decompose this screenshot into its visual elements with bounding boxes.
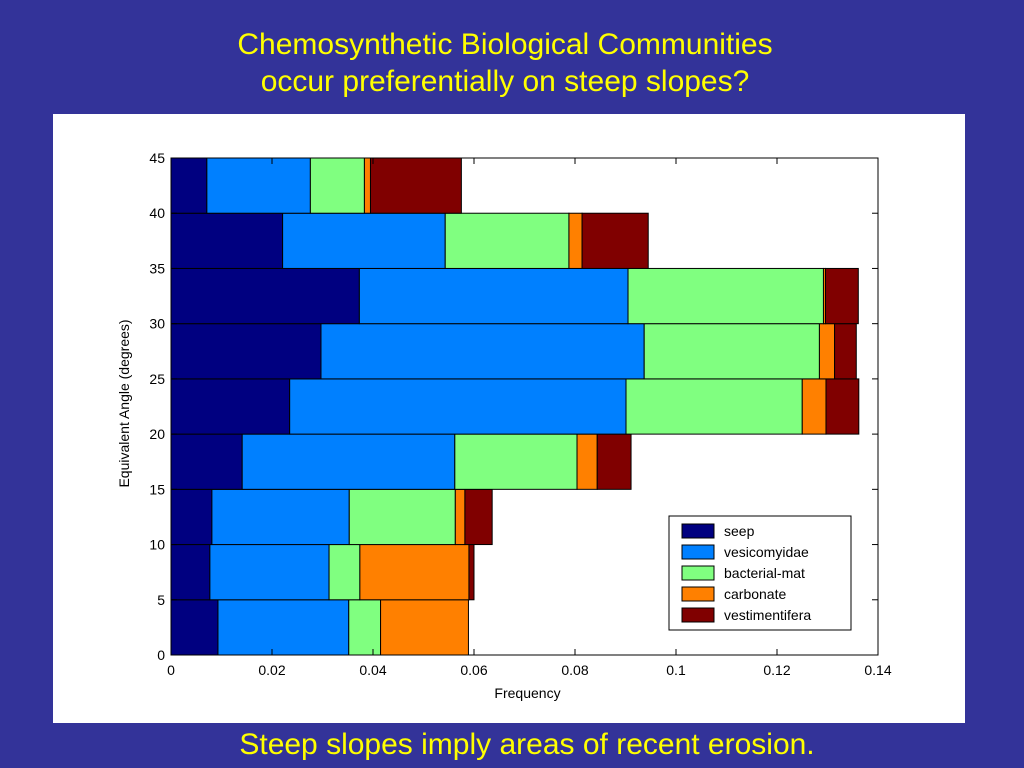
y-tick-label: 15 [149, 481, 165, 497]
bar-vestimentifera-20-25 [825, 378, 860, 435]
stacked-bar-chart: 0 0.02 0.04 0.06 0.08 0.1 0.12 0.14 0 5 10 15 20 25 30… [116, 150, 892, 701]
bar-bacterial-mat-40-45 [309, 157, 365, 214]
x-tick-label: 0.02 [258, 662, 285, 678]
bar-carbonate-40-45 [363, 157, 371, 214]
title-line-1: Chemosynthetic Biological Communities [237, 28, 773, 61]
bar-carbonate-25-30 [818, 323, 836, 380]
bar-bacterial-mat-25-30 [643, 323, 820, 380]
bar-bacterial-mat-10-15 [348, 488, 456, 546]
bar-seep-30-35 [170, 267, 360, 325]
bar-carbonate-0-5 [380, 599, 469, 656]
x-tick-label: 0.08 [561, 662, 588, 678]
bar-seep-10-15 [170, 488, 213, 546]
legend-label-bacterial-mat: bacterial-mat [724, 565, 805, 581]
x-tick-label: 0.06 [460, 662, 487, 678]
bar-bacterial-mat-5-10 [328, 544, 361, 601]
bar-vesicomyidae-20-25 [289, 378, 627, 435]
y-tick-label: 5 [157, 592, 165, 608]
bar-vestimentifera-40-45 [369, 157, 462, 214]
slide-title: Chemosynthetic Biological Communities oc… [0, 26, 1010, 100]
legend-swatch-bacterial-mat [681, 565, 715, 581]
title-line-2: occur preferentially on steep slopes? [260, 65, 750, 98]
bar-vestimentifera-10-15 [464, 488, 493, 546]
bar-vestimentifera-35-40 [581, 212, 649, 269]
y-tick-label: 10 [149, 537, 165, 553]
legend-label-seep: seep [724, 523, 755, 539]
y-axis-label: Equivalent Angle (degrees) [116, 319, 132, 487]
y-tick-label: 0 [157, 647, 165, 663]
y-tick-label: 25 [149, 371, 165, 387]
plot-frame [170, 157, 879, 656]
legend-swatch-vesicomyidae [681, 544, 715, 560]
bar-carbonate-10-15 [454, 488, 466, 546]
bar-bacterial-mat-30-35 [627, 267, 824, 325]
bar-bacterial-mat-20-25 [625, 378, 803, 435]
bar-bacterial-mat-35-40 [444, 212, 570, 269]
bar-bacterial-mat-15-20 [454, 433, 578, 490]
bar-vesicomyidae-0-5 [217, 599, 350, 656]
y-tick-label: 45 [149, 150, 165, 166]
bar-vesicomyidae-40-45 [206, 157, 311, 214]
legend-label-vesicomyidae: vesicomyidae [724, 544, 809, 560]
bar-seep-5-10 [170, 544, 211, 601]
bar-vesicomyidae-15-20 [241, 433, 456, 490]
bar-vestimentifera-5-10 [468, 544, 475, 601]
bar-vestimentifera-30-35 [824, 267, 859, 325]
bar-vestimentifera-15-20 [596, 433, 632, 490]
legend-label-vestimentifera: vestimentifera [724, 607, 811, 623]
bar-seep-20-25 [170, 378, 291, 435]
bar-vesicomyidae-25-30 [320, 323, 645, 380]
bar-bacterial-mat-0-5 [348, 599, 382, 656]
x-tick-label: 0.1 [666, 662, 686, 678]
y-tick-label: 20 [149, 426, 165, 442]
y-tick-label: 40 [149, 205, 165, 221]
bar-seep-40-45 [170, 157, 208, 214]
bar-carbonate-5-10 [359, 544, 470, 601]
legend-swatch-seep [681, 523, 715, 539]
figure-panel: 0 0.02 0.04 0.06 0.08 0.1 0.12 0.14 0 5 10 15 20 25 30… [53, 114, 965, 723]
bar-seep-0-5 [170, 599, 219, 656]
bar-vestimentifera-25-30 [834, 323, 857, 380]
bar-carbonate-20-25 [801, 378, 827, 435]
x-tick-label: 0.12 [763, 662, 790, 678]
x-tick-label: 0 [167, 662, 175, 678]
bar-carbonate-35-40 [568, 212, 583, 269]
x-tick-label: 0.04 [359, 662, 386, 678]
y-tick-label: 30 [149, 316, 165, 332]
y-tick-label: 35 [149, 260, 165, 276]
legend-label-carbonate: carbonate [724, 586, 786, 602]
bar-vesicomyidae-30-35 [358, 267, 629, 325]
legend-swatch-vestimentifera [681, 607, 715, 623]
x-axis-label: Frequency [494, 685, 560, 701]
bar-seep-35-40 [170, 212, 284, 269]
bar-carbonate-15-20 [576, 433, 598, 490]
bar-vesicomyidae-10-15 [211, 488, 350, 546]
x-tick-label: 0.14 [864, 662, 891, 678]
legend-swatch-carbonate [681, 586, 715, 602]
slide-caption: Steep slopes imply areas of recent erosi… [239, 728, 815, 761]
bar-seep-25-30 [170, 323, 322, 380]
bar-vesicomyidae-35-40 [282, 212, 446, 269]
bar-seep-15-20 [170, 433, 243, 490]
bar-vesicomyidae-5-10 [209, 544, 330, 601]
